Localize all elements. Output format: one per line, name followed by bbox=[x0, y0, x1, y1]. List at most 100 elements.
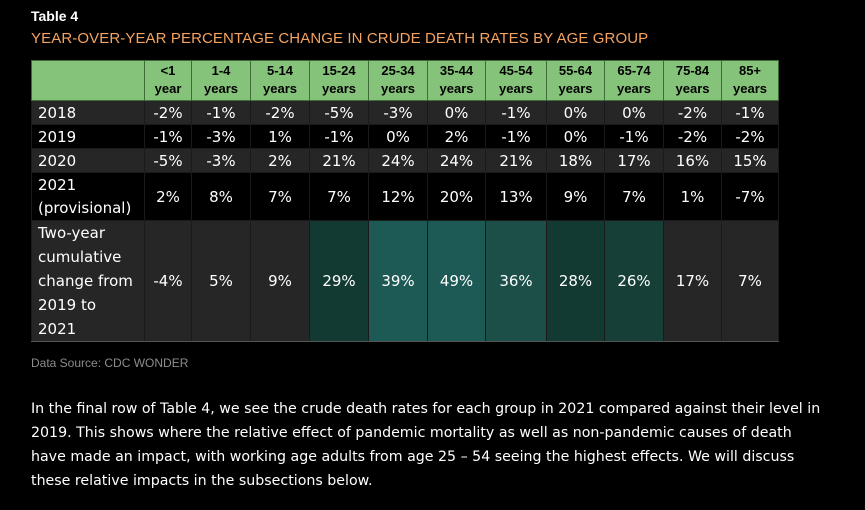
table-cell: 0% bbox=[546, 100, 605, 125]
table-cell: -1% bbox=[309, 124, 369, 149]
row-label-text: Two-year bbox=[38, 224, 106, 242]
data-source-note: Data Source: CDC WONDER bbox=[31, 356, 189, 370]
table-cell: 2% bbox=[144, 172, 192, 221]
table-cell: 0% bbox=[604, 100, 664, 125]
column-header: 5-14 years bbox=[250, 60, 310, 101]
table-row: Two-year cumulative change from 2019 to 2021… bbox=[31, 220, 779, 342]
row-label-text: 2019 bbox=[38, 127, 77, 146]
column-header-unit: years bbox=[733, 81, 767, 96]
column-header-age: 85+ bbox=[738, 63, 762, 78]
column-header: <1 year bbox=[144, 60, 192, 101]
table-cell: 17% bbox=[604, 148, 664, 173]
table-cell: -1% bbox=[191, 100, 251, 125]
table-cell: -3% bbox=[191, 124, 251, 149]
column-header: 45-54 years bbox=[485, 60, 547, 101]
table-cell: 20% bbox=[427, 172, 486, 221]
row-label-text: 2021 bbox=[38, 320, 77, 338]
table-cell: 0% bbox=[368, 124, 428, 149]
table-row: 2021 (provisional) 2% 8% 7% 7% 12% 20% 13… bbox=[31, 172, 779, 221]
row-label: 2021 (provisional) bbox=[31, 172, 145, 221]
row-label: 2020 bbox=[31, 148, 145, 173]
column-header-age: 15-24 bbox=[322, 63, 356, 78]
table-cell: 1% bbox=[250, 124, 310, 149]
table-cell: 2% bbox=[427, 124, 486, 149]
column-header-age: 1-4 bbox=[211, 63, 231, 78]
table-cell: 7% bbox=[250, 172, 310, 221]
column-header: 15-24 years bbox=[309, 60, 369, 101]
column-header-unit: years bbox=[263, 81, 297, 96]
column-header-unit: years bbox=[675, 81, 710, 96]
table-cell: -2% bbox=[663, 124, 722, 149]
table-cell: 5% bbox=[191, 220, 251, 342]
table-cell: -1% bbox=[144, 124, 192, 149]
column-header: 65-74 years bbox=[604, 60, 664, 101]
table-row: 2020 -5% -3% 2% 21% 24% 24% 21% 18% 17% … bbox=[31, 148, 779, 173]
table-cell: -3% bbox=[368, 100, 428, 125]
column-header-age: 25-34 bbox=[381, 63, 415, 78]
table-header-row: <1 year 1-4 years 5-14 years 15-24 years 25-… bbox=[31, 60, 779, 101]
highlighted-cell: 49% bbox=[427, 220, 486, 342]
table-number-label: Table 4 bbox=[31, 8, 79, 24]
table-cell: 2% bbox=[250, 148, 310, 173]
table-cell: -2% bbox=[721, 124, 779, 149]
column-header-age: 35-44 bbox=[439, 63, 474, 78]
table-cell: -2% bbox=[144, 100, 192, 125]
table-cell: 13% bbox=[485, 172, 547, 221]
table-cell: 7% bbox=[721, 220, 779, 342]
table-cell: -7% bbox=[721, 172, 779, 221]
table-cell: -2% bbox=[250, 100, 310, 125]
table-cell: -1% bbox=[485, 124, 547, 149]
table-cell: 16% bbox=[663, 148, 722, 173]
column-header-age: 65-74 bbox=[617, 63, 651, 78]
table-cell: -1% bbox=[485, 100, 547, 125]
row-label: 2018 bbox=[31, 100, 145, 125]
column-header-unit: years bbox=[381, 81, 415, 96]
table-cell: 9% bbox=[546, 172, 605, 221]
table-cell: 12% bbox=[368, 172, 428, 221]
column-header-unit: year bbox=[154, 81, 182, 96]
column-header-age: 55-64 bbox=[558, 63, 593, 78]
row-label: Two-year cumulative change from 2019 to 2021 bbox=[31, 220, 145, 342]
table-cell: -4% bbox=[144, 220, 192, 342]
table-cell: 8% bbox=[191, 172, 251, 221]
table-cell: 21% bbox=[309, 148, 369, 173]
column-header-age: <1 bbox=[160, 63, 176, 78]
table-cell: 0% bbox=[427, 100, 486, 125]
column-header: 35-44 years bbox=[427, 60, 486, 101]
highlighted-cell: 26% bbox=[604, 220, 664, 342]
table-title: YEAR-OVER-YEAR PERCENTAGE CHANGE IN CRUD… bbox=[31, 30, 649, 47]
table-cell: -1% bbox=[721, 100, 779, 125]
highlighted-cell: 36% bbox=[485, 220, 547, 342]
table-cell: 24% bbox=[368, 148, 428, 173]
row-label-text: 2019 to bbox=[38, 296, 97, 314]
table-cell: -5% bbox=[309, 100, 369, 125]
column-header: 55-64 years bbox=[546, 60, 605, 101]
column-header-unit: years bbox=[558, 81, 593, 96]
table-cell: 7% bbox=[604, 172, 664, 221]
table-cell: 9% bbox=[250, 220, 310, 342]
column-header-unit: years bbox=[322, 81, 356, 96]
highlighted-cell: 29% bbox=[309, 220, 369, 342]
table-cell: 21% bbox=[485, 148, 547, 173]
table-cell: -3% bbox=[191, 148, 251, 173]
table-cell: 24% bbox=[427, 148, 486, 173]
column-header-unit: years bbox=[439, 81, 474, 96]
column-header-unit: years bbox=[204, 81, 238, 96]
table-cell: -5% bbox=[144, 148, 192, 173]
body-paragraph: In the final row of Table 4, we see the … bbox=[31, 401, 821, 489]
table-cell: 1% bbox=[663, 172, 722, 221]
column-header: 85+ years bbox=[721, 60, 779, 101]
table-cell: -2% bbox=[663, 100, 722, 125]
column-header-age: 5-14 bbox=[266, 63, 294, 78]
column-header: 25-34 years bbox=[368, 60, 428, 101]
table-cell: 18% bbox=[546, 148, 605, 173]
row-label-text: change from bbox=[38, 272, 133, 290]
table-cell: 7% bbox=[309, 172, 369, 221]
death-rate-table: <1 year 1-4 years 5-14 years 15-24 years 25-… bbox=[31, 60, 779, 342]
column-header-unit: years bbox=[499, 81, 533, 96]
table-cell: -1% bbox=[604, 124, 664, 149]
header-corner-cell bbox=[31, 60, 145, 101]
table-cell: 17% bbox=[663, 220, 722, 342]
row-label-text: 2021 bbox=[38, 175, 77, 194]
table-row: 2019 -1% -3% 1% -1% 0% 2% -1% 0% -1% -2%… bbox=[31, 124, 779, 149]
